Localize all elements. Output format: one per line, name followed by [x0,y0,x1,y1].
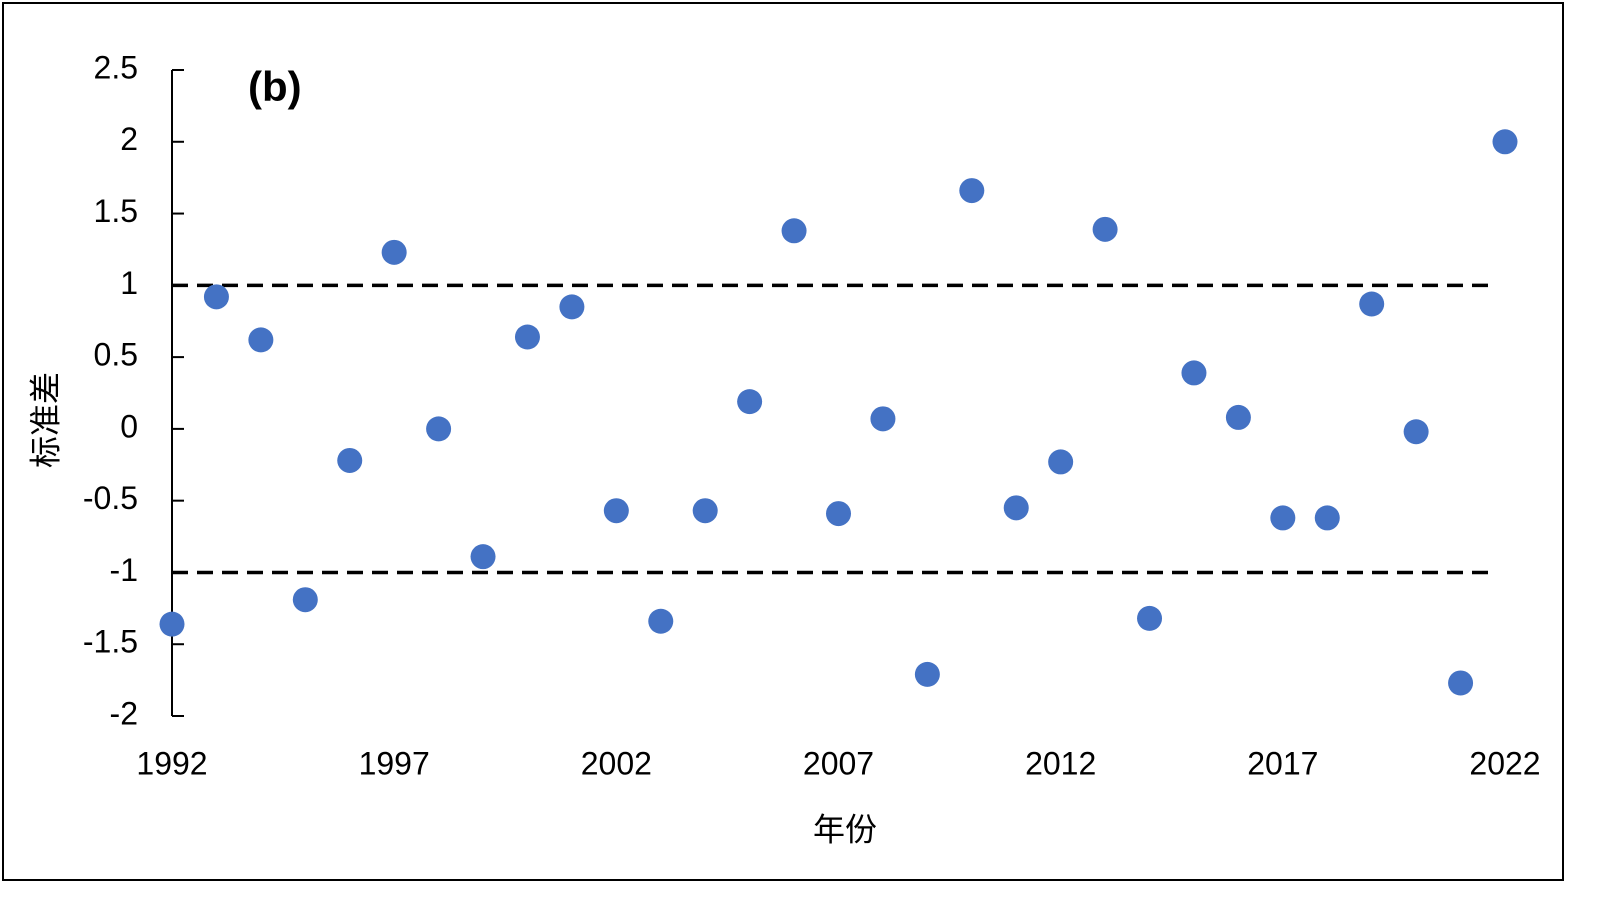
y-tick-label: 1 [120,265,138,301]
data-point [781,218,807,244]
data-point [248,327,274,353]
data-point [514,324,540,350]
data-point [381,239,407,265]
data-point [1003,495,1029,521]
data-point [159,611,185,637]
data-point [1048,449,1074,475]
data-point [1359,291,1385,317]
data-point [870,406,896,432]
data-point [1492,129,1518,155]
chart-border [2,2,1564,881]
y-tick-label: 1.5 [94,193,138,229]
y-tick-label: 0.5 [94,337,138,373]
x-axis-label: 年份 [813,811,877,847]
x-tick-label: 2017 [1247,745,1318,781]
data-point [737,389,763,415]
x-tick-label: 2002 [581,745,652,781]
data-point [1270,505,1296,531]
data-point [1181,360,1207,386]
y-tick-label: 2.5 [94,49,138,85]
data-point [826,501,851,527]
data-point [959,178,985,204]
data-point [692,498,718,524]
y-tick-label: -1 [110,552,138,588]
y-axis-label: 标准差 [27,372,63,468]
data-point [1225,404,1251,430]
data-point [603,498,629,524]
data-point [470,544,496,570]
data-point [1137,605,1163,631]
panel-label: (b) [248,63,302,110]
data-point [1314,505,1340,531]
y-tick-label: -2 [110,695,138,731]
y-tick-label: -0.5 [83,480,138,516]
data-point [337,447,363,473]
y-tick-label: 0 [120,408,138,444]
data-point [292,587,318,613]
data-point [203,284,229,310]
x-tick-label: 2022 [1469,745,1540,781]
y-tick-label: 2 [120,121,138,157]
x-tick-label: 2012 [1025,745,1096,781]
data-point [1448,670,1474,696]
data-point [1092,216,1118,242]
x-tick-label: 2007 [803,745,874,781]
data-point [648,608,674,634]
x-tick-label: 1992 [136,745,207,781]
y-tick-label: -1.5 [83,624,138,660]
data-point [914,661,940,687]
x-tick-label: 1997 [359,745,430,781]
data-point [426,416,452,442]
data-point [1403,419,1429,445]
data-point [559,294,585,320]
